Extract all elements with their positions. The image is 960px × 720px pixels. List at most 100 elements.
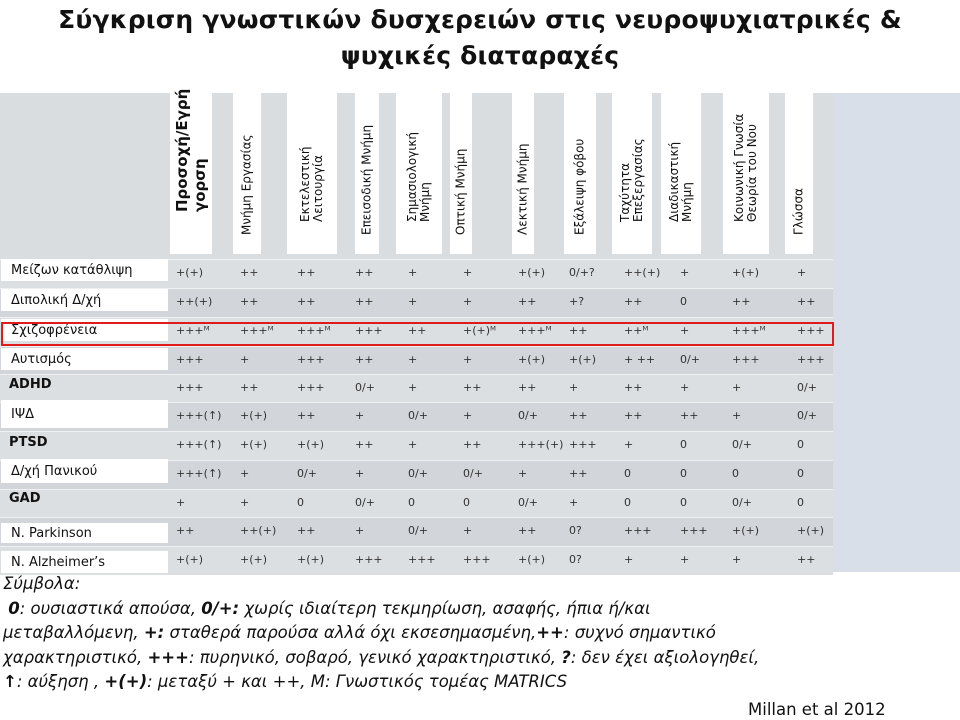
row-label: Δ/χή Πανικού xyxy=(1,459,168,483)
legend-desc-0-plus: χωρίς ιδιαίτερη τεκμηρίωση, ασαφής, ήπια… xyxy=(239,598,651,618)
legend-sym-3plus: +++ xyxy=(147,647,189,667)
legend-line-2: μεταβαλλόμενη, +: σταθερά παρούσα αλλά ό… xyxy=(3,621,953,646)
table-cell: ++ xyxy=(408,324,427,337)
column-header-text: Προσοχή/Εγρή γορση xyxy=(173,88,209,212)
table-cell: +++(↑) xyxy=(176,409,222,422)
legend-desc-0-plus-cont: μεταβαλλόμενη, xyxy=(3,623,144,642)
table-cell: 0/+ xyxy=(797,409,817,422)
table-cell: ++ xyxy=(797,295,816,308)
column-header-12: Γλώσσα xyxy=(785,93,813,254)
table-cell: + xyxy=(680,266,690,279)
table-cell: ++ xyxy=(569,409,588,422)
legend-desc-2plus-cont: χαρακτηριστικό, xyxy=(3,647,148,667)
table-cell: ++(+) xyxy=(176,295,213,308)
row-label: ΙΨΔ xyxy=(1,400,168,428)
table-cell: +++ᴹ xyxy=(518,324,552,337)
table-cell: ++ xyxy=(732,295,751,308)
table-cell: ++ xyxy=(355,353,374,366)
legend-sym-plus: +: xyxy=(143,623,165,642)
table-cell: ++(+) xyxy=(240,524,277,537)
table-cell: 0/+ xyxy=(297,467,317,480)
column-header-text: Μνήμη Εργασίας xyxy=(239,134,254,235)
title-line-1: Σύγκριση γνωστικών δυσχερειών στις νευρο… xyxy=(58,5,902,34)
slide-title: Σύγκριση γνωστικών δυσχερειών στις νευρο… xyxy=(0,2,960,74)
column-header-2: Μνήμη Εργασίας xyxy=(233,93,261,254)
legend-heading: Σύμβολα: xyxy=(3,574,81,593)
table-cell: 0/+ xyxy=(408,467,428,480)
table-cell: + xyxy=(624,438,634,451)
legend-sym-0: 0 xyxy=(8,598,20,618)
table-cell: +++ xyxy=(355,324,383,337)
table-cell: +(+) xyxy=(297,438,325,451)
table-cell: + xyxy=(408,381,418,394)
legend-desc-0: : ουσιαστικά απούσα, xyxy=(19,598,202,618)
table-cell: 0/+ xyxy=(797,381,817,394)
table-cell: 0 xyxy=(297,496,304,509)
table-cell: + xyxy=(408,266,418,279)
column-header-text: Οπτική Μνήμη xyxy=(453,148,468,235)
table-cell: 0 xyxy=(680,496,687,509)
row-label: Διπολική Δ/χή xyxy=(1,289,168,311)
legend-desc-question: : δεν έχει αξιολογηθεί, xyxy=(570,647,760,667)
table-cell: +++(↑) xyxy=(176,438,222,451)
column-header-7: Λεκτική Μνήμη xyxy=(512,93,534,254)
table-cell: ++ xyxy=(355,295,374,308)
table-cell: ++ xyxy=(297,409,316,422)
table-cell: 0 xyxy=(680,295,687,308)
table-cell: ++ xyxy=(297,295,316,308)
table-cell: ++ xyxy=(240,295,259,308)
column-header-5: Σημασιολογική Μνήμη xyxy=(396,93,442,254)
table-cell: + xyxy=(408,438,418,451)
table-cell: + xyxy=(408,353,418,366)
table-cell: +(+) xyxy=(518,353,546,366)
side-panel xyxy=(833,93,960,572)
table-cell: ++ xyxy=(518,381,537,394)
column-header-text: Λεκτική Μνήμη xyxy=(515,143,530,235)
table-cell: +++ xyxy=(569,438,597,451)
table-cell: +++(+) xyxy=(518,438,564,451)
row-label: ADHD xyxy=(9,376,52,392)
table-cell: 0/+ xyxy=(518,409,538,422)
column-header-10: Διαδικαστική Μνήμη xyxy=(661,93,701,254)
table-cell: +++ xyxy=(408,553,436,566)
table-cell: +++ xyxy=(797,353,825,366)
table-cell: +(+) xyxy=(297,553,325,566)
table-cell: +++ᴹ xyxy=(732,324,766,337)
table-cell: ++ xyxy=(297,524,316,537)
table-cell: 0 xyxy=(624,496,631,509)
table-cell: +++ xyxy=(297,381,325,394)
legend-desc-3plus: : πυρηνικό, σοβαρό, γενικό χαρακτηριστικ… xyxy=(188,647,562,667)
table-cell: 0/+ xyxy=(408,409,428,422)
table-cell: 0/+ xyxy=(463,467,483,480)
table-cell: 0 xyxy=(680,438,687,451)
table-cell: +++ xyxy=(463,553,491,566)
legend-desc-plus-paren: : μεταξύ + και ++, Μ: Γνωστικός τομέας M… xyxy=(147,672,568,691)
row-label: Μείζων κατάθλιψη xyxy=(1,259,168,281)
table-cell: +++ xyxy=(680,524,708,537)
legend-sym-plus-paren: +(+) xyxy=(104,672,148,691)
table-cell: + xyxy=(463,353,473,366)
legend-desc-arrow: : αύξηση , xyxy=(16,672,105,691)
table-cell: 0/+ xyxy=(355,496,375,509)
table-cell: + xyxy=(355,467,365,480)
legend-line-3: χαρακτηριστικό, +++: πυρηνικό, σοβαρό, γ… xyxy=(3,646,953,671)
table-cell: 0/+ xyxy=(518,496,538,509)
legend-sym-0-plus: 0/+: xyxy=(201,598,240,618)
table-cell: +++ xyxy=(297,353,325,366)
table-cell: ++ xyxy=(463,438,482,451)
table-cell: 0/+? xyxy=(569,266,595,279)
table-cell: +++ xyxy=(176,353,204,366)
table-cell: +(+) xyxy=(518,553,546,566)
table-cell: ++ xyxy=(355,438,374,451)
table-cell: + xyxy=(732,553,742,566)
table-cell: 0 xyxy=(408,496,415,509)
table-cell: ++ xyxy=(297,266,316,279)
table-cell: +(+) xyxy=(176,553,204,566)
table-cell: 0 xyxy=(624,467,631,480)
table-cell: ++ xyxy=(797,553,816,566)
table-cell: +++ xyxy=(624,524,652,537)
table-cell: + xyxy=(176,496,186,509)
table-cell: ++ xyxy=(624,295,643,308)
table-cell: 0 xyxy=(797,438,804,451)
column-header-text: Σημασιολογική Μνήμη xyxy=(405,131,432,222)
